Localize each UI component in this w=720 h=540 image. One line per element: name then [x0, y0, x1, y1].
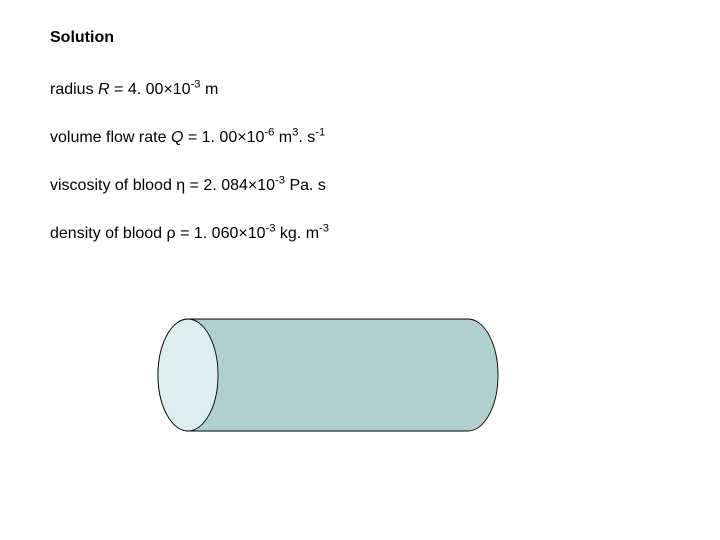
symbol: Q	[171, 129, 183, 146]
line-density: density of blood ρ = 1. 060×10-3 kg. m-3	[50, 224, 329, 243]
unit-exp: -3	[319, 223, 329, 235]
symbol: η	[176, 177, 185, 194]
symbol: R	[98, 81, 110, 98]
unit-exp2: -1	[315, 127, 325, 139]
label: viscosity of blood	[50, 177, 176, 194]
mult: ×	[238, 225, 247, 242]
line-flow: volume flow rate Q = 1. 00×10-6 m3. s-1	[50, 128, 325, 147]
unit-mid: . s	[298, 129, 315, 146]
line-radius: radius R = 4. 00×10-3 m	[50, 80, 218, 99]
exp: -3	[266, 223, 276, 235]
page: Solution radius R = 4. 00×10-3 m volume …	[0, 0, 720, 540]
unit: Pa. s	[285, 177, 326, 194]
mult: ×	[237, 129, 246, 146]
exp: -3	[191, 79, 201, 91]
cylinder-end-cap	[158, 319, 218, 431]
mult: ×	[163, 81, 172, 98]
symbol: ρ	[167, 225, 176, 242]
label: radius	[50, 81, 98, 98]
base: 10	[247, 129, 265, 146]
base: 10	[173, 81, 191, 98]
unit: m	[201, 81, 219, 98]
exp: -6	[264, 127, 274, 139]
unit-pre: kg. m	[275, 225, 319, 242]
cylinder-diagram	[156, 317, 500, 433]
label: volume flow rate	[50, 129, 171, 146]
heading: Solution	[50, 28, 114, 47]
eq: = 4. 00	[110, 81, 164, 98]
base: 10	[248, 225, 266, 242]
mult: ×	[248, 177, 257, 194]
eq: = 1. 00	[183, 129, 237, 146]
base: 10	[257, 177, 275, 194]
exp: -3	[275, 175, 285, 187]
eq: = 1. 060	[176, 225, 239, 242]
eq: = 2. 084	[185, 177, 248, 194]
unit-pre: m	[274, 129, 292, 146]
label: density of blood	[50, 225, 167, 242]
line-viscosity: viscosity of blood η = 2. 084×10-3 Pa. s	[50, 176, 326, 195]
